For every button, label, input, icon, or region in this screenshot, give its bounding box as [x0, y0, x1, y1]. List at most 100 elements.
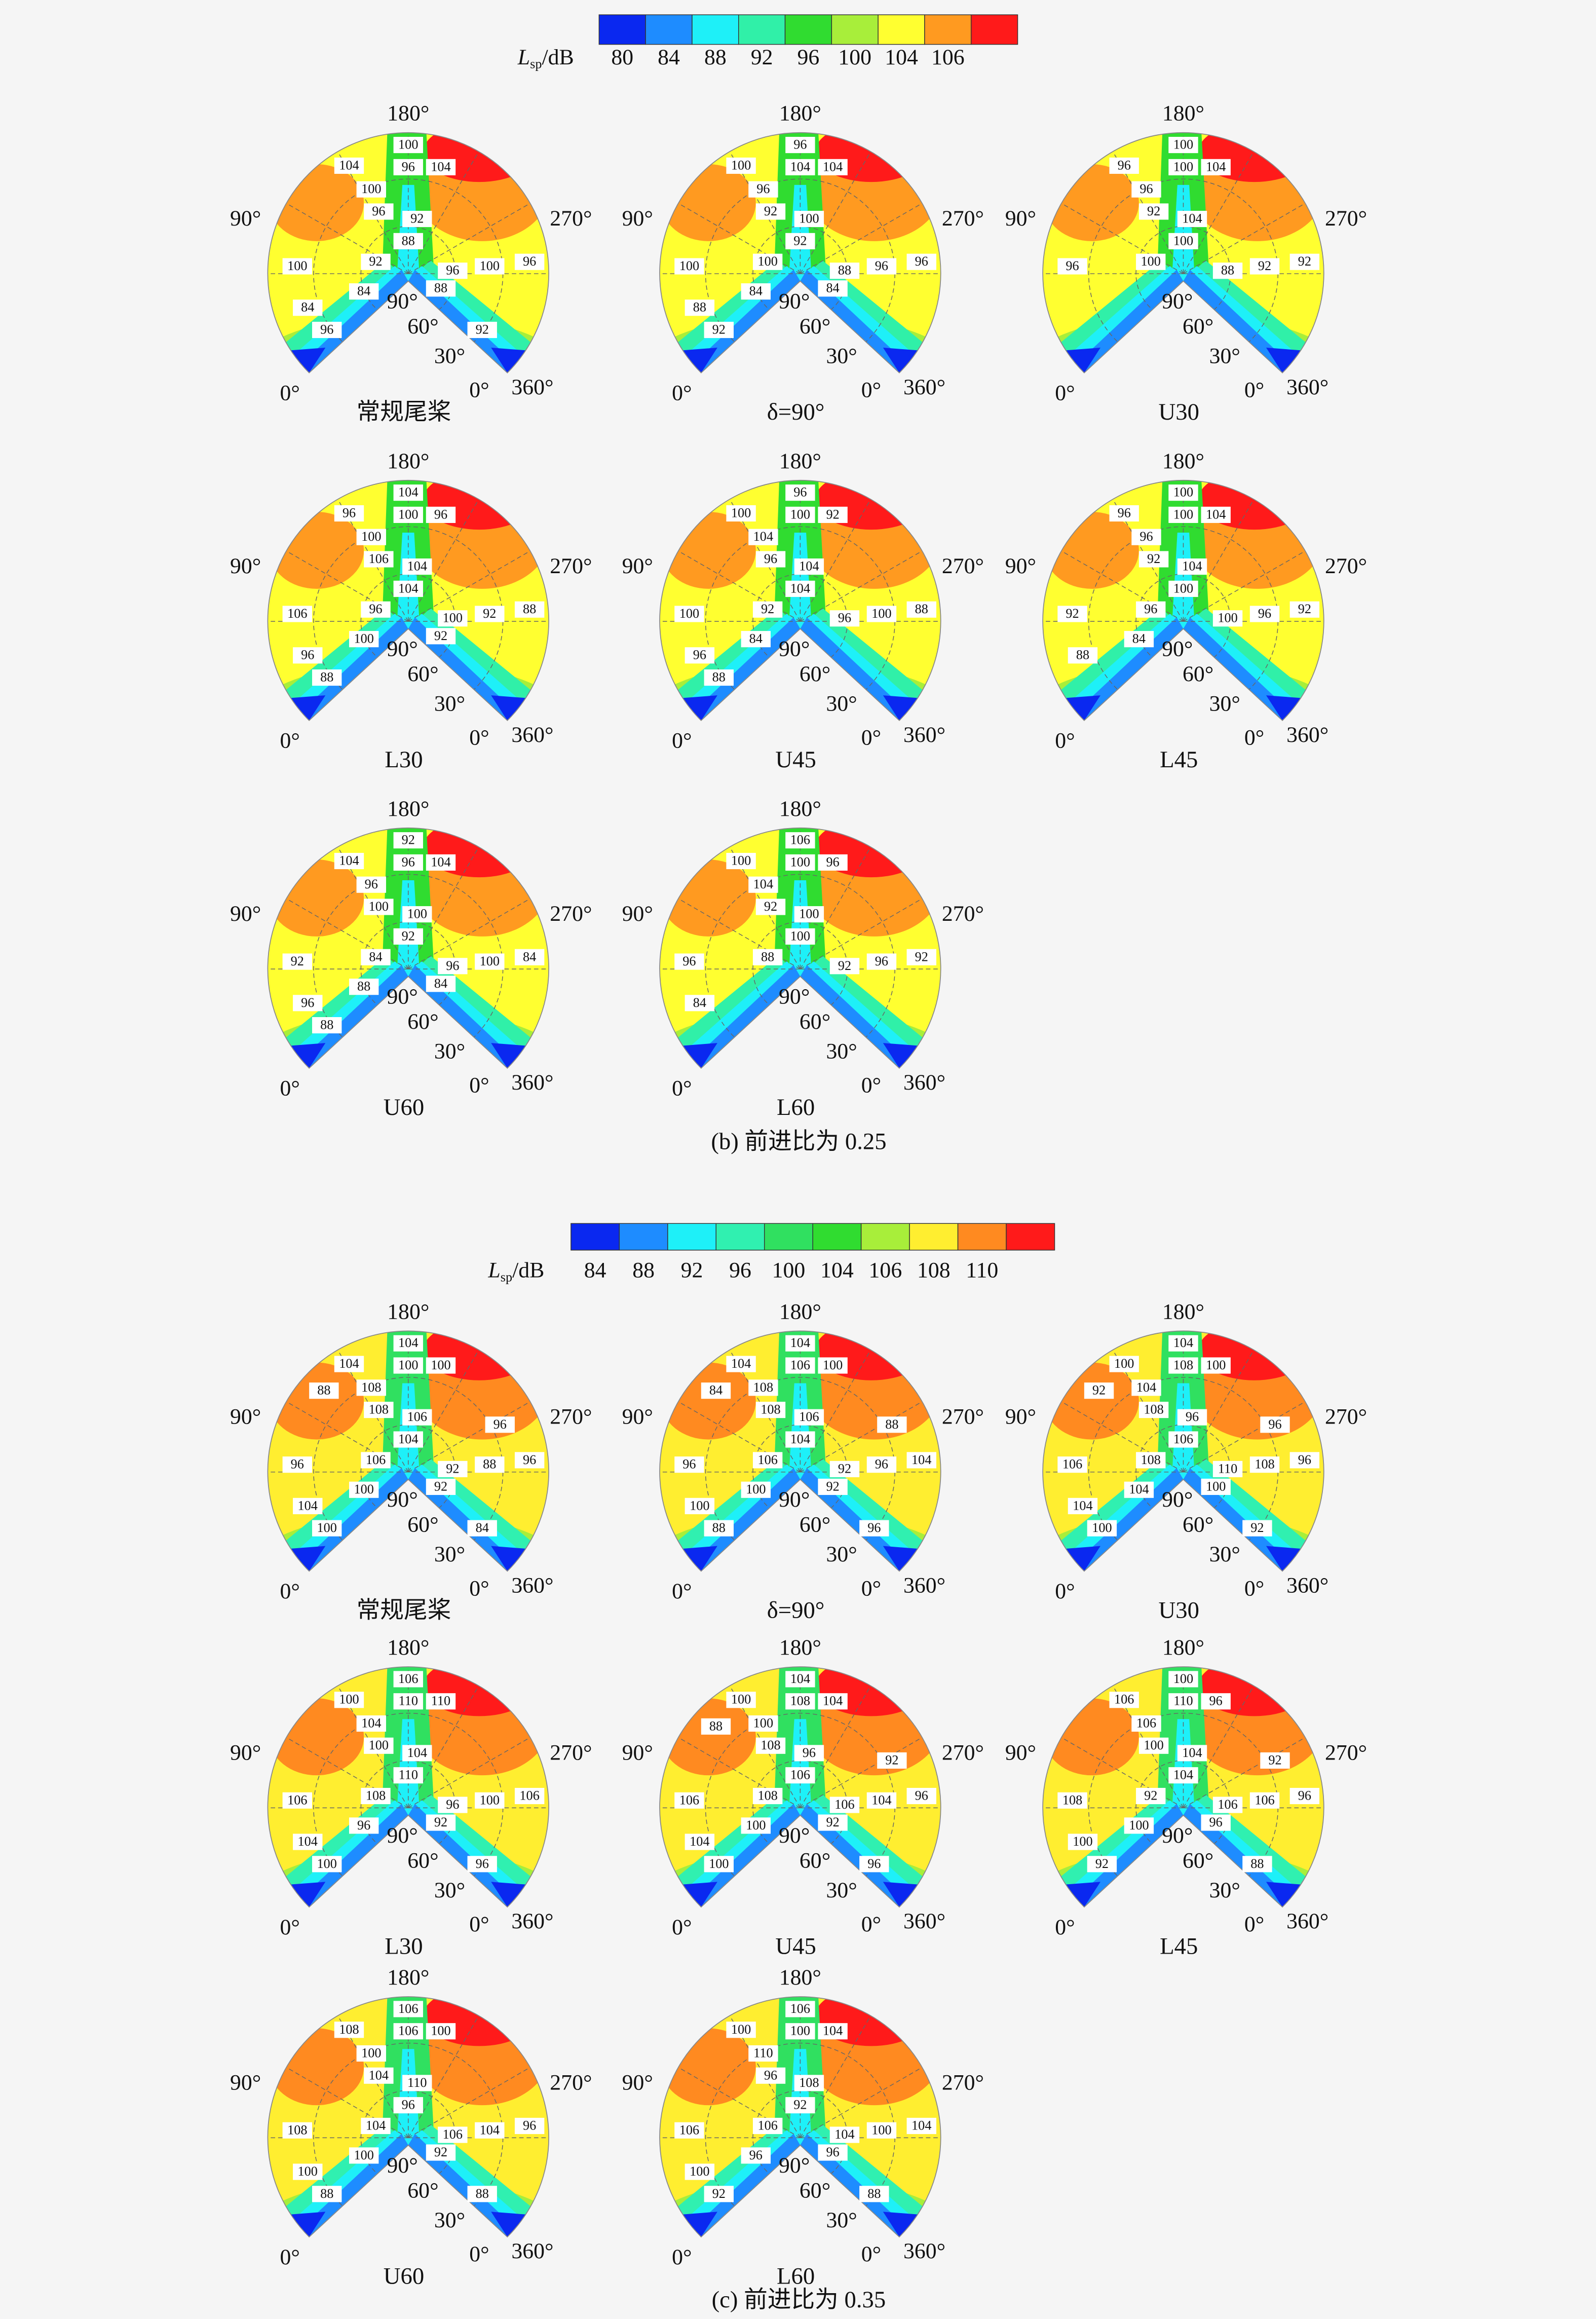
contour-label-box	[393, 1357, 423, 1374]
colorbar-label: 92	[751, 45, 773, 69]
contour-label: 96	[523, 2118, 536, 2133]
angle-label: 0°	[469, 1073, 489, 1098]
contour-label-box	[1136, 1452, 1166, 1469]
grid-spoke	[800, 203, 922, 274]
contour-label-box	[1201, 1693, 1231, 1710]
contour-label: 92	[1298, 254, 1311, 269]
contour-label: 88	[712, 670, 726, 685]
colorbar-box	[878, 14, 925, 45]
contour-label: 100	[799, 907, 819, 921]
subscript: sp	[530, 56, 542, 71]
panel-name: U60	[384, 2263, 424, 2289]
fill-region	[688, 1804, 801, 1907]
contour-label: 96	[1118, 158, 1131, 172]
fill-region	[1044, 1362, 1139, 1440]
angle-label: 0°	[1055, 381, 1075, 405]
contour-label-box	[906, 1452, 936, 1469]
fill-region	[491, 2212, 530, 2237]
grid-spoke	[408, 898, 530, 969]
contour-label-box	[1136, 253, 1166, 270]
angle-label: 90°	[622, 554, 653, 578]
contour-label: 96	[291, 1457, 304, 1472]
fill-region	[678, 1546, 717, 1572]
contour-label: 106	[398, 2001, 418, 2016]
angle-label: 0°	[280, 1076, 300, 1101]
fill-region	[1071, 270, 1184, 373]
angle-label: 360°	[511, 1573, 553, 1597]
contour-label: 84	[693, 995, 706, 1010]
contour-label: 100	[690, 2164, 709, 2179]
contour-label-box	[282, 258, 313, 275]
contour-label-box	[485, 1416, 515, 1433]
contour-label-box	[1212, 610, 1243, 627]
panel-outline	[267, 132, 549, 373]
angle-label: 60°	[1183, 1848, 1213, 1873]
contour-label: 106	[679, 2122, 699, 2137]
contour-label-box	[364, 203, 394, 220]
contour-label: 104	[823, 2024, 843, 2038]
contour-label-box	[829, 263, 860, 279]
fill-region	[295, 2134, 408, 2237]
contour-label: 92	[885, 1752, 898, 1767]
colorbar-label: 88	[632, 1258, 655, 1283]
contour-label: 88	[885, 1417, 898, 1432]
contour-label: 104	[1173, 1768, 1193, 1782]
fill-region	[269, 164, 364, 241]
contour-label: 92	[369, 254, 382, 269]
contour-label-box	[1212, 1461, 1243, 1477]
contour-label-box	[426, 506, 456, 523]
grid-spoke	[1183, 499, 1254, 622]
contour-label: 96	[1258, 606, 1271, 621]
contour-label-box	[704, 321, 734, 339]
contour-label: 88	[523, 602, 536, 616]
contour-label-box	[906, 2117, 936, 2135]
contour-label: 92	[1258, 258, 1271, 273]
contour-label-box	[748, 2045, 778, 2062]
contour-label-box	[1138, 551, 1169, 568]
contour-label: 96	[1144, 602, 1157, 616]
angle-label: 30°	[826, 2208, 857, 2232]
contour-label-box	[1168, 1431, 1198, 1448]
panel-name: U30	[1159, 1597, 1199, 1624]
contour-label-box	[818, 1814, 848, 1831]
contour-label-box	[1131, 1379, 1161, 1396]
contour-label-box	[1138, 1402, 1169, 1418]
panel-outline	[267, 479, 549, 721]
contour-label-box	[312, 669, 342, 686]
angle-label: 360°	[903, 375, 945, 399]
contour-label-box	[349, 1817, 379, 1834]
contour-label-box	[1057, 606, 1087, 622]
contour-label-box	[785, 2097, 815, 2114]
colorbar-box	[784, 14, 832, 45]
contour-label-box	[514, 1787, 545, 1805]
angle-label: 30°	[826, 1039, 857, 1064]
contour-label: 104	[298, 1498, 318, 1513]
contour-label: 108	[1173, 1358, 1193, 1372]
fill-region	[661, 164, 756, 241]
angle-label: 0°	[861, 1073, 881, 1098]
contour-label: 110	[431, 1694, 450, 1708]
contour-label-box	[674, 2122, 704, 2139]
symbol: L	[487, 1258, 500, 1283]
contour-label-box	[312, 1856, 342, 1873]
contour-label-box	[818, 506, 848, 523]
angle-label: 60°	[800, 314, 830, 339]
contour-label-box	[748, 529, 778, 545]
contour-label-box	[701, 1382, 731, 1399]
contour-label: 92	[1144, 1788, 1157, 1803]
fill-region	[1044, 164, 1139, 241]
contour-label-box	[1289, 253, 1320, 270]
contour-label-box	[785, 484, 815, 501]
contour-label: 88	[320, 2186, 333, 2201]
contour-label-box	[514, 1452, 545, 1469]
contour-label-box	[1109, 1356, 1139, 1372]
fill-region	[287, 1882, 326, 1907]
contour-label: 96	[793, 137, 807, 152]
contour-label: 84	[369, 949, 382, 964]
subscript: sp	[501, 1269, 512, 1284]
contour-label-box	[866, 953, 897, 970]
contour-label: 100	[823, 1358, 843, 1372]
contour-label-box	[1177, 558, 1207, 575]
fill-region	[491, 1882, 530, 1907]
contour-label: 92	[764, 899, 777, 914]
